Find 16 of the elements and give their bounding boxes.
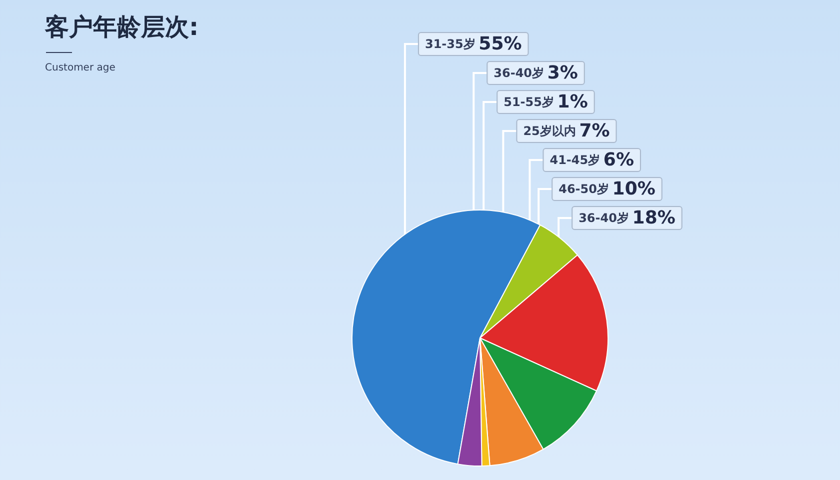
data-label: 18% (632, 208, 676, 228)
text: Customer age (45, 62, 116, 74)
data-label: 1% (557, 92, 588, 112)
data-label: 55% (478, 34, 522, 54)
data-label: 6% (603, 150, 634, 170)
slice-label: 41-45岁 (550, 153, 600, 167)
text: 客户年龄层次: (44, 13, 199, 41)
slice-label: 36-40岁 (494, 66, 544, 80)
slice-label: 31-35岁 (424, 37, 476, 51)
slice-label: 46-50岁 (558, 182, 609, 196)
data-label: 10% (612, 178, 656, 200)
data-label: 7% (579, 120, 610, 142)
slice-label: 36-40岁 (578, 211, 629, 225)
slice-label: 51-55岁 (504, 95, 554, 109)
data-label: 3% (547, 62, 578, 84)
slice-label: 25岁以内 (523, 124, 576, 138)
